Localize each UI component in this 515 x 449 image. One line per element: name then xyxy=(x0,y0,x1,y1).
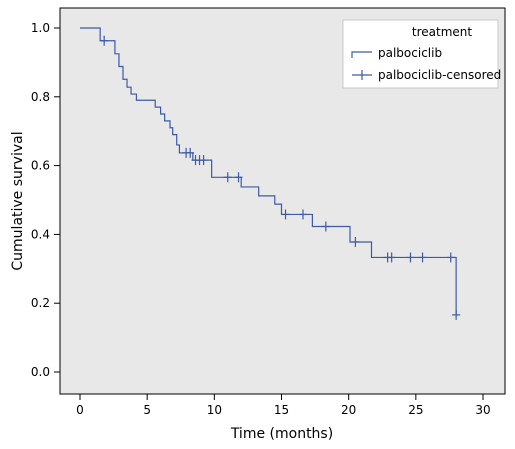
x-tick-label: 30 xyxy=(475,403,490,417)
x-tick-label: 25 xyxy=(408,403,423,417)
censor-mark xyxy=(298,209,307,220)
censor-mark xyxy=(446,252,455,263)
censor-mark xyxy=(351,236,360,247)
censor-mark xyxy=(234,172,243,183)
legend-step-swatch xyxy=(351,51,372,58)
censor-mark xyxy=(406,252,415,263)
legend-title: treatment xyxy=(412,25,472,39)
x-tick-label: 5 xyxy=(143,403,151,417)
x-tick-label: 15 xyxy=(274,403,289,417)
series-layer xyxy=(80,27,461,320)
y-tick-label: 0.8 xyxy=(31,90,50,104)
censor-mark xyxy=(281,209,290,220)
y-axis-title: Cumulative survival xyxy=(10,131,26,270)
y-tick-label: 0.2 xyxy=(31,296,50,310)
legend-label-palbociclib: palbociclib xyxy=(378,46,442,60)
censor-mark xyxy=(223,172,232,183)
legend: treatment palbociclib palbociclib-censor… xyxy=(342,19,501,89)
censor-mark xyxy=(100,35,109,46)
y-tick-label: 0.0 xyxy=(31,365,50,379)
censor-mark xyxy=(321,221,330,232)
legend-label-censored: palbociclib-censored xyxy=(378,68,501,82)
censor-mark xyxy=(199,155,208,166)
censor-mark xyxy=(387,252,396,263)
x-tick-label: 20 xyxy=(341,403,356,417)
y-tick-label: 1.0 xyxy=(31,21,50,35)
y-tick-label: 0.6 xyxy=(31,159,50,173)
x-tick-label: 10 xyxy=(207,403,222,417)
y-axis: 0.0 0.2 0.4 0.6 0.8 1.0 xyxy=(31,21,60,379)
x-tick-label: 0 xyxy=(76,403,84,417)
censor-mark xyxy=(186,147,195,158)
survival-step-line xyxy=(80,27,457,315)
legend-box xyxy=(342,19,499,89)
y-tick-label: 0.4 xyxy=(31,227,50,241)
censor-mark xyxy=(418,252,427,263)
x-axis: 0 5 10 15 20 25 30 xyxy=(76,394,491,417)
censor-mark xyxy=(452,309,461,320)
x-axis-title: Time (months) xyxy=(230,426,333,442)
